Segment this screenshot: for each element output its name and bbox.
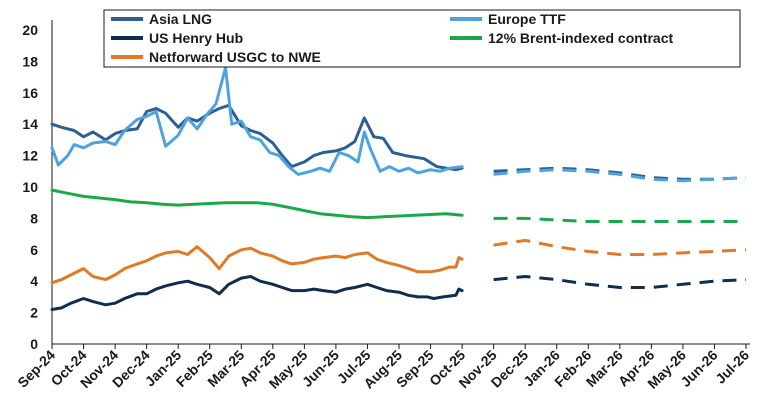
- y-tick-label: 18: [22, 53, 38, 69]
- legend-label: 12% Brent-indexed contract: [488, 30, 673, 46]
- netforward-usgc-to-nwe-forward-line: [493, 238, 747, 256]
- x-tick-label: Sep-24: [14, 347, 58, 391]
- y-tick-label: 12: [22, 148, 38, 164]
- series-layer: [50, 66, 747, 311]
- y-tick-label: 4: [30, 273, 38, 289]
- netforward-usgc-to-nwe-historical-line: [50, 245, 464, 285]
- legend-label: US Henry Hub: [149, 30, 243, 46]
- y-tick-label: 6: [30, 242, 38, 258]
- legend: Asia LNG Europe TTF US Henry Hub 12% Brent-…: [103, 9, 741, 68]
- y-tick-label: 8: [30, 210, 38, 226]
- legend-box: [103, 9, 741, 68]
- asia-lng-historical-line: [50, 103, 464, 172]
- europe-ttf-historical-line: [50, 66, 464, 176]
- us-henry-hub-forward-line: [493, 274, 747, 289]
- y-tick-label: 20: [22, 22, 38, 38]
- legend-label: Netforward USGC to NWE: [149, 49, 321, 65]
- y-tick-label: 10: [22, 179, 38, 195]
- y-tick-label: 2: [30, 305, 38, 321]
- us-henry-hub-historical-line: [50, 275, 464, 311]
- legend-label: Asia LNG: [149, 11, 212, 27]
- y-tick-label: 16: [22, 85, 38, 101]
- y-tick-label: 0: [30, 336, 38, 352]
- 12-brent-indexed-contract-historical-line: [50, 188, 464, 220]
- legend-label: Europe TTF: [488, 11, 566, 27]
- y-tick-label: 14: [22, 116, 38, 132]
- 12-brent-indexed-contract-forward-line: [493, 216, 746, 223]
- europe-ttf-forward-line: [493, 168, 747, 183]
- axes: 02468101214161820Sep-24Oct-24Nov-24Dec-2…: [14, 20, 752, 392]
- x-tick-label: Jul-26: [712, 347, 752, 387]
